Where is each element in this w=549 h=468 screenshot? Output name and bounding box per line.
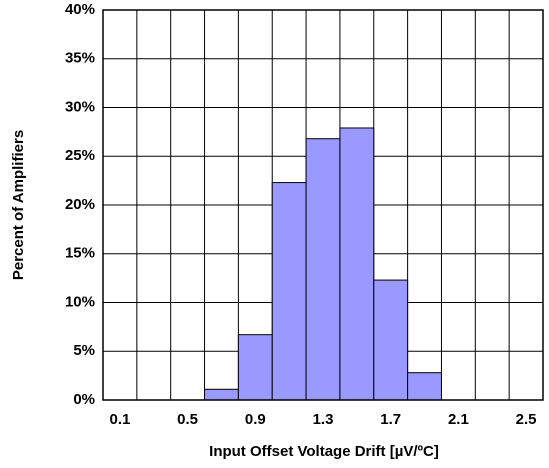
y-tick-label: 35% xyxy=(65,50,95,67)
x-tick-label: 2.5 xyxy=(516,411,537,428)
x-tick-label: 1.7 xyxy=(380,411,401,428)
x-tick-label: 1.3 xyxy=(313,411,334,428)
y-tick-label: 0% xyxy=(73,391,95,408)
x-tick-label: 0.1 xyxy=(109,411,130,428)
x-tick-label: 0.9 xyxy=(245,411,266,428)
bar xyxy=(204,388,239,401)
y-tick-label: 20% xyxy=(65,196,95,213)
bar xyxy=(407,372,442,401)
x-tick-label: 2.1 xyxy=(448,411,469,428)
y-tick-label: 25% xyxy=(65,147,95,164)
y-tick-label: 40% xyxy=(65,1,95,18)
y-tick-label: 15% xyxy=(65,245,95,262)
x-tick-label: 0.5 xyxy=(177,411,198,428)
bar xyxy=(305,138,341,401)
bar xyxy=(339,127,375,401)
bar xyxy=(237,334,273,401)
y-tick-label: 30% xyxy=(65,98,95,115)
bar xyxy=(271,182,307,401)
x-axis-label: Input Offset Voltage Drift [µV/ºC] xyxy=(209,443,439,460)
y-tick-label: 5% xyxy=(73,342,95,359)
bar xyxy=(373,279,409,401)
plot-frame xyxy=(102,9,544,401)
y-tick-label: 10% xyxy=(65,293,95,310)
y-axis-label: Percent of Amplifiers xyxy=(10,130,27,280)
